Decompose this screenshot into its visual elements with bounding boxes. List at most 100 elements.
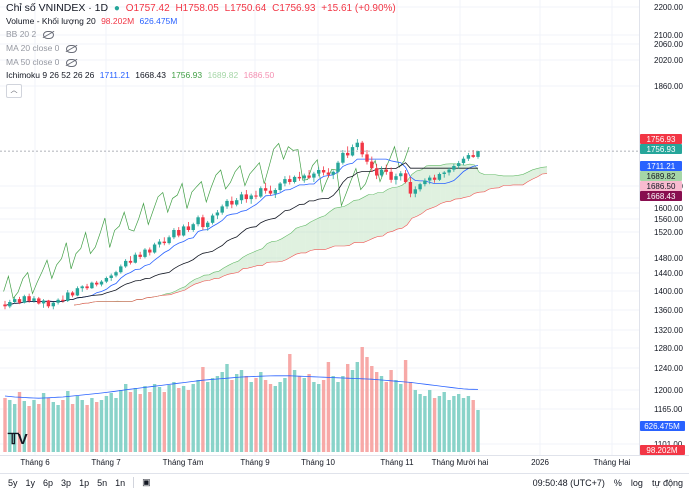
volume-bar — [192, 384, 195, 452]
volume-bar — [124, 384, 127, 452]
price-tick-label: 1280.00 — [654, 344, 683, 353]
cloud-segment — [272, 241, 277, 262]
price-tick-label: 1600.00 — [654, 204, 683, 213]
candle-body — [336, 163, 339, 172]
timeframe-5y[interactable]: 5y — [8, 478, 18, 488]
price-label-text: 1711.21 — [647, 162, 676, 171]
volume-bar — [452, 396, 455, 452]
volume-bar — [3, 398, 6, 452]
chevron-up-icon[interactable]: ︿ — [6, 84, 22, 98]
candle-body — [418, 184, 421, 189]
percent-toggle[interactable]: % — [614, 478, 622, 488]
candle-body — [47, 301, 50, 307]
volume-bar — [476, 410, 479, 452]
candle-body — [206, 223, 209, 227]
candle-body — [216, 213, 219, 216]
candle-body — [172, 230, 175, 237]
symbol-title[interactable]: Chỉ số VNINDEX · 1D — [6, 2, 108, 14]
candle-body — [399, 173, 402, 176]
cloud-segment — [504, 176, 509, 186]
clock-readout[interactable]: 09:50:48 (UTC+7) — [533, 478, 605, 488]
volume-ma-value: 626.475M — [140, 16, 178, 26]
candle-body — [66, 293, 69, 301]
candle-body — [303, 176, 306, 179]
timeframe-1y[interactable]: 1y — [26, 478, 36, 488]
volume-bar — [322, 380, 325, 452]
volume-bar — [356, 362, 359, 452]
volume-bar — [269, 384, 272, 452]
candle-body — [158, 242, 161, 245]
auto-scale-toggle[interactable]: tự động — [652, 478, 683, 488]
volume-bar — [433, 398, 436, 452]
volume-bar — [423, 396, 426, 452]
bottom-toolbar: 5y 1y 6p 3p 1p 5n 1n ▣ 09:50:48 (UTC+7) … — [0, 473, 689, 491]
legend-row-bb[interactable]: BB 20 2 — [6, 28, 57, 41]
volume-bar — [264, 380, 267, 452]
legend-row-ma20[interactable]: MA 20 close 0 — [6, 42, 80, 55]
candle-body — [81, 286, 84, 288]
eye-hidden-icon[interactable] — [66, 45, 77, 53]
eye-hidden-icon[interactable] — [66, 59, 77, 67]
candle-body — [298, 177, 301, 179]
candle-body — [225, 201, 228, 207]
volume-bar — [351, 370, 354, 452]
volume-bar — [95, 402, 98, 452]
timeframe-3m[interactable]: 3p — [61, 478, 71, 488]
cloud-segment — [277, 239, 282, 262]
time-tick-label: 2026 — [531, 458, 549, 467]
price-label-text: 1686.50 — [647, 182, 676, 191]
candle-body — [433, 178, 436, 180]
candle-body — [409, 182, 412, 194]
volume-bar — [206, 382, 209, 452]
log-toggle[interactable]: log — [631, 478, 643, 488]
candle-body — [163, 242, 166, 244]
cloud-segment — [248, 253, 253, 269]
timeframe-1m[interactable]: 1p — [79, 478, 89, 488]
timeframe-6m[interactable]: 6p — [43, 478, 53, 488]
calendar-range-icon[interactable]: ▣ — [142, 477, 151, 488]
candle-body — [322, 170, 325, 173]
cloud-segment — [330, 208, 335, 248]
legend-row-ma50[interactable]: MA 50 close 0 — [6, 56, 80, 69]
volume-bar — [196, 380, 199, 452]
candle-body — [245, 194, 248, 199]
volume-bar — [336, 382, 339, 452]
ma20-label: MA 20 close 0 — [6, 43, 59, 53]
volume-bar — [90, 398, 93, 452]
volume-bar — [42, 393, 45, 452]
cloud-segment — [402, 181, 407, 228]
timeframe-5d[interactable]: 5n — [97, 478, 107, 488]
price-tick-label: 2200.00 — [654, 3, 683, 12]
volume-bar — [404, 360, 407, 452]
volume-bar — [153, 384, 156, 452]
cloud-segment — [383, 189, 388, 236]
price-tick-label: 1200.00 — [654, 386, 683, 395]
price-tick-label: 2020.00 — [654, 56, 683, 65]
candle-body — [389, 172, 392, 180]
time-tick-label: Tháng Tám — [163, 458, 204, 467]
volume-bar — [139, 394, 142, 452]
volume-bar — [288, 354, 291, 452]
candle-body — [192, 224, 195, 230]
candle-body — [52, 303, 55, 307]
volume-label: Volume - Khối lượng 20 — [6, 16, 96, 26]
candle-body — [211, 216, 214, 223]
volume-bar — [341, 376, 344, 452]
legend-row-ichimoku[interactable]: Ichimoku 9 26 52 26 26 1711.21 1668.43 1… — [6, 69, 277, 82]
cloud-segment — [494, 175, 499, 189]
volume-bar — [250, 382, 253, 452]
candle-body — [283, 179, 286, 183]
volume-bar — [66, 391, 69, 452]
volume-bar — [221, 372, 224, 452]
volume-bar — [110, 393, 113, 452]
price-axis[interactable]: 1101.001165.001200.001240.001280.001320.… — [654, 3, 683, 449]
volume-bar — [317, 384, 320, 452]
candle-body — [114, 272, 117, 275]
legend-row-volume[interactable]: Volume - Khối lượng 20 98.202M 626.475M — [6, 15, 180, 28]
cloud-segment — [470, 164, 475, 196]
cloud-segment — [214, 271, 219, 278]
timeframe-1d[interactable]: 1n — [115, 478, 125, 488]
volume-bar — [457, 394, 460, 452]
eye-hidden-icon[interactable] — [43, 31, 54, 39]
